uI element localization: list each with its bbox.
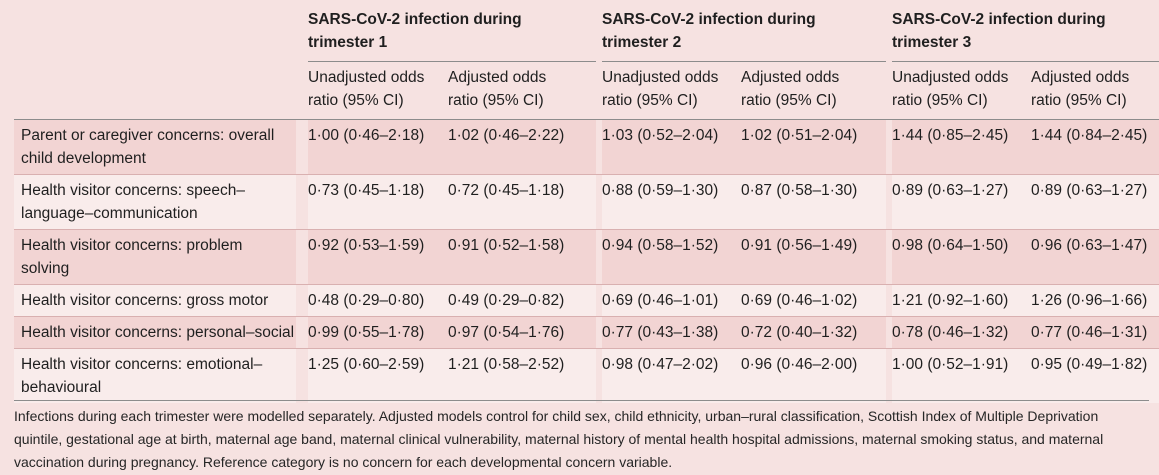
column-header-adjusted: Adjusted odds ratio (95% CI)	[741, 61, 886, 120]
table-row: Health visitor concerns: speech– language…	[14, 174, 1159, 229]
column-header-unadjusted: Unadjusted odds ratio (95% CI)	[892, 61, 1031, 120]
odds-ratio-cell: 0·96 (0·46–2·00)	[741, 348, 886, 403]
odds-ratio-cell: 1·02 (0·46–2·22)	[448, 119, 596, 174]
row-label: Health visitor concerns: gross motor	[14, 284, 296, 316]
odds-ratio-cell: 0·77 (0·43–1·38)	[602, 316, 741, 348]
odds-ratio-cell: 1·21 (0·92–1·60)	[892, 284, 1031, 316]
group-header-row: SARS-CoV-2 infection during trimester 1 …	[14, 0, 1159, 62]
group-header-trimester-2: SARS-CoV-2 infection during trimester 2	[602, 0, 886, 62]
odds-ratio-cell: 0·98 (0·47–2·02)	[602, 348, 741, 403]
odds-ratio-cell: 0·92 (0·53–1·59)	[308, 229, 448, 284]
odds-ratio-cell: 0·69 (0·46–1·01)	[602, 284, 741, 316]
row-label: Health visitor concerns: speech– language…	[14, 174, 296, 229]
row-label: Health visitor concerns: emotional– behav…	[14, 348, 296, 403]
odds-ratio-cell: 1·00 (0·46–2·18)	[308, 119, 448, 174]
odds-ratio-cell: 0·88 (0·59–1·30)	[602, 174, 741, 229]
table-footnote: Infections during each trimester were mo…	[14, 400, 1149, 474]
odds-ratio-cell: 0·78 (0·46–1·32)	[892, 316, 1031, 348]
odds-ratio-cell: 1·44 (0·85–2·45)	[892, 119, 1031, 174]
odds-ratio-cell: 0·49 (0·29–0·82)	[448, 284, 596, 316]
table-row: Health visitor concerns: emotional– behav…	[14, 348, 1159, 403]
table-row: Parent or caregiver concerns: overall chi…	[14, 119, 1159, 174]
odds-ratio-cell: 0·95 (0·49–1·82)	[1031, 348, 1159, 403]
odds-ratio-cell: 0·97 (0·54–1·76)	[448, 316, 596, 348]
odds-ratio-cell: 1·26 (0·96–1·66)	[1031, 284, 1159, 316]
odds-ratio-cell: 0·91 (0·52–1·58)	[448, 229, 596, 284]
odds-ratio-cell: 0·69 (0·46–1·02)	[741, 284, 886, 316]
row-label: Parent or caregiver concerns: overall chi…	[14, 119, 296, 174]
odds-ratio-cell: 1·44 (0·84–2·45)	[1031, 119, 1159, 174]
odds-ratio-cell: 0·77 (0·46–1·31)	[1031, 316, 1159, 348]
odds-ratio-cell: 0·89 (0·63–1·27)	[1031, 174, 1159, 229]
odds-ratio-cell: 0·73 (0·45–1·18)	[308, 174, 448, 229]
odds-ratio-cell: 1·25 (0·60–2·59)	[308, 348, 448, 403]
column-header-unadjusted: Unadjusted odds ratio (95% CI)	[602, 61, 741, 120]
odds-ratio-cell: 1·02 (0·51–2·04)	[741, 119, 886, 174]
odds-ratio-cell: 1·00 (0·52–1·91)	[892, 348, 1031, 403]
table-row: Health visitor concerns: problem solving 0…	[14, 229, 1159, 284]
odds-ratio-cell: 0·91 (0·56–1·49)	[741, 229, 886, 284]
odds-ratio-cell: 0·72 (0·45–1·18)	[448, 174, 596, 229]
group-header-trimester-3: SARS-CoV-2 infection during trimester 3	[892, 0, 1159, 62]
odds-ratio-table: SARS-CoV-2 infection during trimester 1 …	[14, 0, 1159, 403]
odds-ratio-cell: 0·98 (0·64–1·50)	[892, 229, 1031, 284]
group-header-trimester-1: SARS-CoV-2 infection during trimester 1	[308, 0, 596, 62]
column-header-unadjusted: Unadjusted odds ratio (95% CI)	[308, 61, 448, 120]
odds-ratio-cell: 1·03 (0·52–2·04)	[602, 119, 741, 174]
table-row: Health visitor concerns: gross motor 0·48…	[14, 284, 1159, 316]
column-header-row: Unadjusted odds ratio (95% CI) Adjusted od…	[14, 61, 1159, 120]
odds-ratio-cell: 0·99 (0·55–1·78)	[308, 316, 448, 348]
row-label: Health visitor concerns: problem solving	[14, 229, 296, 284]
odds-ratio-cell: 0·72 (0·40–1·32)	[741, 316, 886, 348]
table-body: Parent or caregiver concerns: overall chi…	[14, 119, 1159, 403]
odds-ratio-cell: 0·96 (0·63–1·47)	[1031, 229, 1159, 284]
table-row: Health visitor concerns: personal–social…	[14, 316, 1159, 348]
odds-ratio-cell: 0·87 (0·58–1·30)	[741, 174, 886, 229]
odds-ratio-cell: 0·94 (0·58–1·52)	[602, 229, 741, 284]
odds-ratio-cell: 1·21 (0·58–2·52)	[448, 348, 596, 403]
row-label: Health visitor concerns: personal–social	[14, 316, 296, 348]
odds-ratio-cell: 0·89 (0·63–1·27)	[892, 174, 1031, 229]
column-header-adjusted: Adjusted odds ratio (95% CI)	[448, 61, 596, 120]
odds-ratio-cell: 0·48 (0·29–0·80)	[308, 284, 448, 316]
column-header-adjusted: Adjusted odds ratio (95% CI)	[1031, 61, 1159, 120]
